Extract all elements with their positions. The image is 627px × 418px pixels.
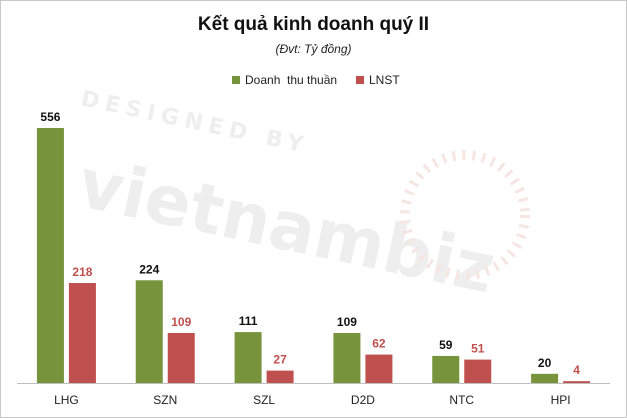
- legend-item-revenue: Doanh thu thuần: [232, 72, 338, 88]
- legend-swatch-profit: [356, 76, 364, 84]
- x-tick-label-szl: SZL: [253, 393, 275, 407]
- bar-revenue-hpi: [531, 373, 559, 383]
- data-label-revenue-szn: 224: [139, 262, 159, 276]
- bar-profit-d2d: [365, 354, 393, 383]
- x-tick-label-hpi: HPI: [551, 393, 571, 407]
- x-tick-label-ntc: NTC: [449, 393, 474, 407]
- data-label-revenue-ntc: 59: [439, 338, 453, 352]
- x-tick-label-szn: SZN: [153, 393, 177, 407]
- data-label-profit-hpi: 4: [573, 363, 580, 377]
- chart-title: Kết quả kinh doanh quý II: [197, 14, 430, 35]
- data-label-profit-ntc: 51: [471, 342, 485, 356]
- data-label-profit-d2d: 62: [372, 337, 386, 351]
- legend: Doanh thu thuần LNST: [0, 72, 627, 90]
- legend-label-profit: LNST: [369, 73, 400, 87]
- data-label-revenue-lhg: 556: [40, 110, 60, 124]
- bar-profit-hpi: [563, 381, 591, 383]
- data-label-revenue-szl: 111: [239, 314, 258, 328]
- x-tick-label-d2d: D2D: [351, 393, 375, 407]
- legend-item-profit: LNST: [356, 72, 400, 88]
- legend-label-revenue: Doanh thu thuần: [245, 73, 338, 87]
- bar-revenue-d2d: [333, 333, 361, 383]
- data-label-revenue-hpi: 20: [538, 356, 552, 370]
- x-tick-label-lhg: LHG: [54, 393, 79, 407]
- bar-profit-lhg: [68, 283, 96, 383]
- bar-revenue-lhg: [36, 128, 64, 383]
- data-label-profit-szl: 27: [273, 353, 287, 367]
- bar-profit-szl: [266, 370, 294, 383]
- bar-profit-szn: [167, 333, 195, 383]
- chart-subtitle: (Đvt: Tỷ đồng): [275, 42, 352, 56]
- bar-revenue-szl: [234, 332, 262, 383]
- bar-revenue-szn: [135, 280, 163, 383]
- data-label-profit-szn: 109: [171, 315, 191, 329]
- bar-profit-ntc: [464, 359, 492, 383]
- data-label-profit-lhg: 218: [72, 265, 92, 279]
- data-label-revenue-d2d: 109: [337, 315, 357, 329]
- bar-revenue-ntc: [432, 355, 460, 383]
- legend-swatch-revenue: [232, 76, 240, 84]
